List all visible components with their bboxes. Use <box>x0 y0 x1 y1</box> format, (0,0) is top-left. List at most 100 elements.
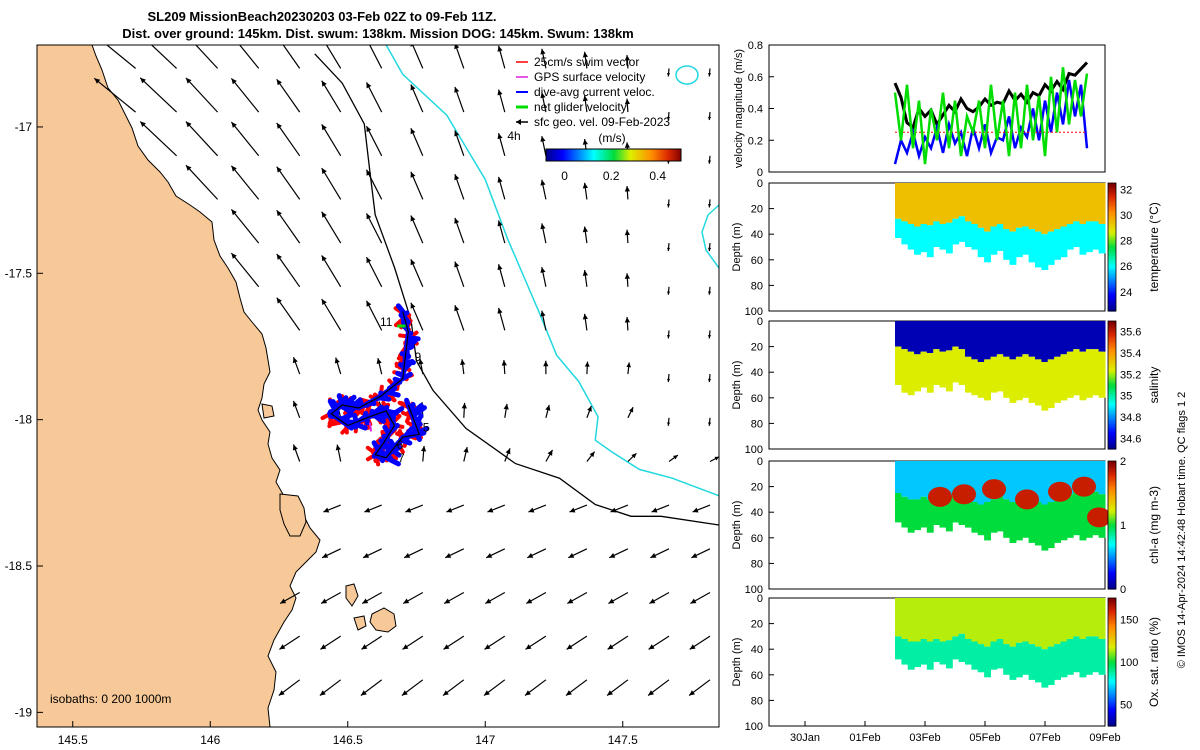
profile-cell-deep <box>978 505 985 536</box>
figure: SL209 MissionBeach20230203 03-Feb 02Z to… <box>0 0 1200 750</box>
legend-time-label: 4h <box>507 129 520 143</box>
time-xtick-label: 03Feb <box>909 732 940 744</box>
profile-cell-surface <box>952 598 959 636</box>
profile-cell-deep <box>1061 497 1068 541</box>
profile-cell-surface <box>940 598 947 642</box>
profile-cell-deep <box>1029 229 1036 262</box>
profile-cell-surface <box>971 598 978 642</box>
velocity-ytick-label: 0.4 <box>748 104 763 116</box>
depth-ytick-label: 40 <box>751 507 763 519</box>
panel-colorbar-cell <box>1108 183 1116 186</box>
panel-colorbar-label: Ox. sat. ratio (%) <box>1147 617 1161 707</box>
map-ytick-label: -18.5 <box>5 559 33 573</box>
profile-cell-surface <box>959 183 966 216</box>
profile-cell-surface <box>1099 598 1106 639</box>
profile-cell-surface <box>927 321 934 353</box>
profile-cell-surface <box>895 461 902 493</box>
profile-cell-surface <box>1016 183 1023 228</box>
profile-cell-surface <box>1010 598 1017 647</box>
profile-cell-deep <box>959 349 966 385</box>
profile-cell-deep <box>1022 642 1029 675</box>
profile-cell-deep <box>1099 639 1106 675</box>
profile-cell-deep <box>1061 227 1068 258</box>
profile-cell-deep <box>901 497 908 528</box>
panel-colorbar-label: chl-a (mg m-3) <box>1147 486 1161 564</box>
profile-cell-deep <box>1099 352 1106 398</box>
profile-cell-deep <box>1010 359 1017 403</box>
profile-cell-surface <box>1041 183 1048 234</box>
depth-ytick-label: 40 <box>751 644 763 656</box>
velocity-vector-head <box>94 35 100 41</box>
depth-ytick-label: 20 <box>751 204 763 216</box>
depth-ytick-label: 0 <box>757 456 763 468</box>
profile-cell-surface <box>978 183 985 228</box>
profile-cell-deep <box>1073 349 1080 395</box>
profile-cell-surface <box>1080 321 1087 352</box>
profile-cell-deep <box>1041 362 1048 411</box>
map-xtick-label: 147.5 <box>608 733 638 747</box>
profile-cell-surface <box>1099 183 1106 224</box>
profile-cell-deep <box>1016 643 1023 678</box>
profile-cell-deep <box>1041 505 1048 551</box>
profile-cell-deep <box>1048 232 1055 265</box>
profile-cell-surface <box>914 461 921 499</box>
colorbar-tick-label: 0.2 <box>603 169 620 183</box>
profile-cell-deep <box>1035 359 1042 405</box>
profile-cell-deep <box>921 352 928 388</box>
velocity-ylabel: velocity magnitude (m/s) <box>733 49 745 168</box>
depth-ylabel: Depth (m) <box>731 223 743 272</box>
depth-ytick-label: 80 <box>751 280 763 292</box>
profile-cell-surface <box>1035 598 1042 647</box>
profile-cell-surface <box>921 321 928 352</box>
legend-entry: sfc geo. vel. 09-Feb-2023 <box>534 115 670 129</box>
profile-cell-surface <box>971 321 978 359</box>
gps-velocity-marker <box>370 423 371 432</box>
profile-cell-deep <box>971 224 978 250</box>
profile-cell-surface <box>991 598 998 642</box>
profile-cell-deep <box>1092 221 1099 249</box>
profile-cell-surface <box>1022 321 1029 354</box>
profile-cell-deep <box>997 639 1004 668</box>
profile-cell-surface <box>946 321 953 350</box>
profile-cell-surface <box>933 598 940 639</box>
profile-cell-surface <box>895 321 902 347</box>
panel-colorbar-cell <box>1108 598 1116 601</box>
profile-cell-deep <box>952 347 959 383</box>
profile-cell-deep <box>1073 492 1080 536</box>
profile-cell-surface <box>984 183 991 232</box>
profile-cell-surface <box>1022 183 1029 227</box>
profile-cell-deep <box>1010 502 1017 543</box>
chl-hotspot <box>1048 482 1072 502</box>
profile-cell-deep <box>895 636 902 659</box>
legend-entry: net glider velocity <box>534 100 627 114</box>
profile-cell-surface <box>1086 183 1093 221</box>
map-xtick-label: 147 <box>475 733 495 747</box>
profile-cell-surface <box>1003 321 1010 357</box>
profile-cell-deep <box>933 349 940 385</box>
profile-cell-surface <box>1092 598 1099 636</box>
profile-cell-surface <box>1048 183 1055 232</box>
panel-colorbar-cell <box>1108 321 1116 324</box>
colorbar-label: (m/s) <box>598 131 625 145</box>
velocity-ytick-label: 0.2 <box>748 135 763 147</box>
profile-cell-deep <box>940 642 947 665</box>
profile-cell-deep <box>933 639 940 662</box>
profile-cell-surface <box>991 183 998 227</box>
panel-colorbar-tick-label: 34.6 <box>1120 433 1141 445</box>
profile-cell-deep <box>978 362 985 398</box>
profile-cell-surface <box>914 598 921 642</box>
profile-cell-surface <box>965 183 972 221</box>
depth-ytick-label: 20 <box>751 342 763 354</box>
profile-cell-surface <box>914 183 921 227</box>
depth-ytick-label: 0 <box>757 316 763 328</box>
profile-cell-surface <box>997 183 1004 224</box>
panel-colorbar-label: temperature (°C) <box>1147 202 1161 292</box>
profile-cell-surface <box>1073 183 1080 221</box>
time-xtick-label: 01Feb <box>849 732 880 744</box>
profile-cell-deep <box>1080 352 1087 401</box>
depth-ytick-label: 20 <box>751 619 763 631</box>
profile-cell-surface <box>1022 598 1029 642</box>
profile-cell-deep <box>959 216 966 242</box>
profile-cell-surface <box>1041 598 1048 649</box>
profile-cell-deep <box>991 499 998 532</box>
